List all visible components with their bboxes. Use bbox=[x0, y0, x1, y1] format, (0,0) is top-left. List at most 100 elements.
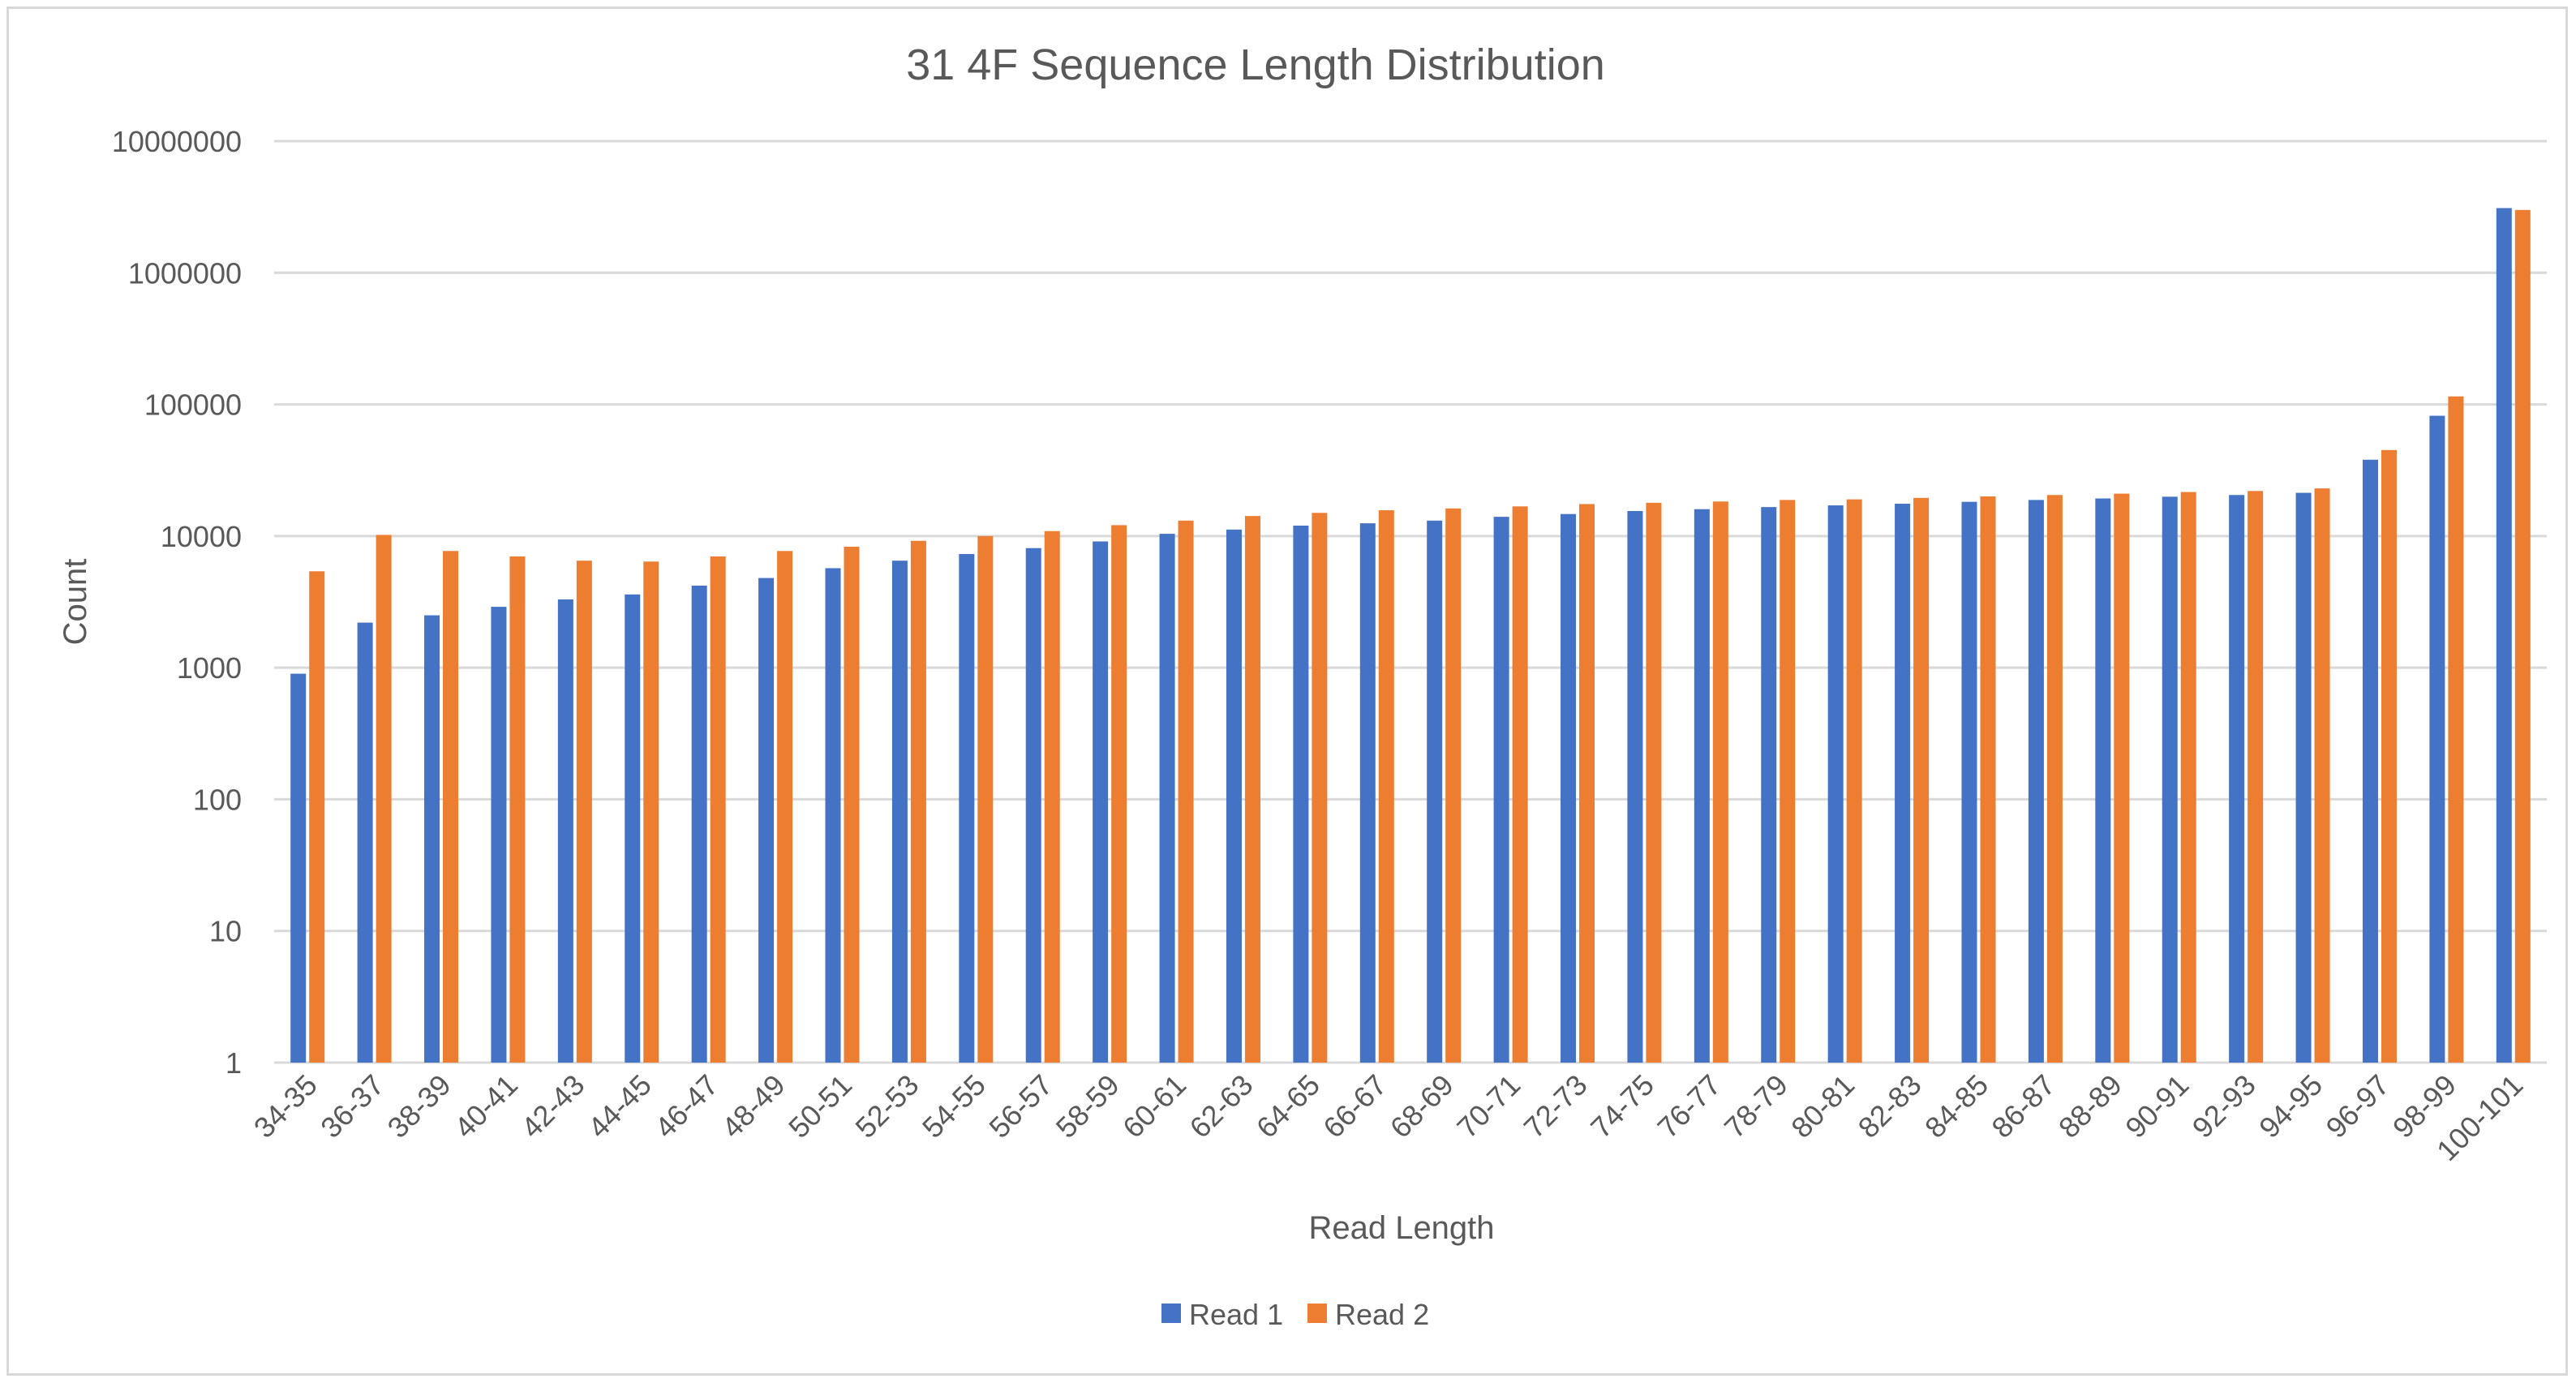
bar-read-1 bbox=[2295, 492, 2312, 1063]
bar-read-2 bbox=[2114, 493, 2130, 1063]
legend-label: Read 1 bbox=[1189, 1298, 1283, 1331]
bar-read-1 bbox=[625, 594, 641, 1063]
legend-label: Read 2 bbox=[1335, 1298, 1429, 1331]
x-tick-label: 38-39 bbox=[381, 1068, 457, 1145]
bar-read-2 bbox=[376, 535, 392, 1063]
bar-read-1 bbox=[891, 561, 908, 1063]
y-tick-label: 100 bbox=[193, 783, 242, 816]
bar-read-2 bbox=[1780, 500, 1796, 1063]
x-tick-label: 82-83 bbox=[1852, 1068, 1928, 1145]
bar-read-1 bbox=[758, 578, 775, 1063]
bar-read-1 bbox=[491, 607, 507, 1063]
x-tick-label: 64-65 bbox=[1250, 1068, 1326, 1145]
y-tick-label: 1000000 bbox=[128, 256, 242, 290]
bar-read-2 bbox=[1178, 520, 1194, 1063]
bar-read-2 bbox=[1712, 501, 1728, 1063]
bar-read-1 bbox=[959, 554, 975, 1063]
x-tick-label: 70-71 bbox=[1450, 1068, 1526, 1145]
x-tick-label: 86-87 bbox=[1985, 1068, 2061, 1145]
bar-read-1 bbox=[1427, 520, 1443, 1063]
bar-read-1 bbox=[357, 622, 373, 1063]
y-axis-ticks: 1 10 100 1000 10000 100000 1000000 10000000 bbox=[112, 125, 242, 1080]
bar-read-2 bbox=[844, 546, 860, 1063]
bar-read-1 bbox=[1093, 541, 1109, 1063]
x-tick-label: 52-53 bbox=[848, 1068, 925, 1145]
bar-read-2 bbox=[2448, 396, 2464, 1063]
bar-read-2 bbox=[1512, 506, 1528, 1063]
x-tick-label: 94-95 bbox=[2252, 1068, 2329, 1145]
bar-read-1 bbox=[424, 615, 440, 1063]
y-tick-label: 10000 bbox=[161, 520, 242, 553]
bar-read-1 bbox=[2496, 208, 2512, 1063]
bar-read-1 bbox=[2095, 498, 2111, 1063]
bar-read-2 bbox=[2381, 449, 2397, 1063]
bar-read-2 bbox=[1312, 513, 1328, 1063]
bar-read-2 bbox=[1378, 510, 1394, 1063]
bar-read-2 bbox=[777, 551, 793, 1063]
bar-read-1 bbox=[1226, 529, 1242, 1063]
bar-read-2 bbox=[443, 551, 459, 1063]
bar-read-1 bbox=[1025, 548, 1041, 1063]
x-tick-label: 40-41 bbox=[448, 1068, 524, 1145]
y-axis-title: Count bbox=[58, 559, 93, 646]
legend-swatch bbox=[1161, 1304, 1181, 1323]
bar-read-1 bbox=[1627, 510, 1643, 1063]
bar-read-1 bbox=[1359, 523, 1376, 1063]
x-tick-label: 90-91 bbox=[2119, 1068, 2195, 1145]
bar-read-2 bbox=[2046, 495, 2063, 1063]
bar-read-1 bbox=[2028, 500, 2044, 1063]
bar-read-2 bbox=[977, 535, 994, 1063]
bar-read-2 bbox=[1980, 496, 1996, 1063]
bar-read-2 bbox=[1846, 499, 1862, 1063]
bar-read-2 bbox=[576, 561, 592, 1063]
bar-read-1 bbox=[2429, 415, 2445, 1063]
bar-read-1 bbox=[557, 599, 573, 1063]
x-axis-ticks: 34-3536-3738-3940-4142-4344-4546-4748-49… bbox=[247, 1068, 2530, 1167]
x-tick-label: 72-73 bbox=[1518, 1068, 1594, 1145]
x-tick-label: 54-55 bbox=[916, 1068, 992, 1145]
y-tick-label: 1000 bbox=[177, 651, 242, 685]
y-tick-label: 1 bbox=[225, 1046, 242, 1080]
x-tick-label: 76-77 bbox=[1651, 1068, 1727, 1145]
bar-read-2 bbox=[2514, 209, 2531, 1063]
x-tick-label: 62-63 bbox=[1183, 1068, 1260, 1145]
x-tick-label: 48-49 bbox=[715, 1068, 792, 1145]
x-tick-label: 36-37 bbox=[314, 1068, 390, 1145]
bar-read-1 bbox=[1293, 526, 1309, 1063]
bar-read-2 bbox=[710, 556, 726, 1063]
chart-title: 31 4F Sequence Length Distribution bbox=[906, 41, 1605, 89]
bar-read-1 bbox=[290, 673, 307, 1063]
y-tick-label: 100000 bbox=[144, 389, 242, 422]
bar-read-2 bbox=[2314, 488, 2330, 1063]
bar-read-2 bbox=[910, 540, 926, 1063]
x-tick-label: 84-85 bbox=[1918, 1068, 1994, 1145]
bar-read-2 bbox=[309, 571, 325, 1063]
bar-read-1 bbox=[2162, 496, 2178, 1063]
bar-read-1 bbox=[2362, 459, 2378, 1063]
bar-read-1 bbox=[691, 585, 707, 1063]
bar-read-2 bbox=[1111, 525, 1127, 1063]
x-axis-title: Read Length bbox=[1308, 1210, 1494, 1246]
x-tick-label: 44-45 bbox=[582, 1068, 658, 1145]
bars bbox=[290, 208, 2531, 1063]
bar-read-2 bbox=[509, 556, 526, 1063]
bar-read-1 bbox=[1827, 505, 1844, 1063]
x-tick-label: 42-43 bbox=[514, 1068, 590, 1145]
bar-read-1 bbox=[1694, 509, 1710, 1063]
x-tick-label: 66-67 bbox=[1316, 1068, 1393, 1145]
x-tick-label: 80-81 bbox=[1784, 1068, 1861, 1145]
x-tick-label: 58-59 bbox=[1050, 1068, 1126, 1145]
bar-read-1 bbox=[1493, 517, 1509, 1063]
bar-read-2 bbox=[1913, 497, 1930, 1063]
x-tick-label: 96-97 bbox=[2320, 1068, 2396, 1145]
x-tick-label: 50-51 bbox=[782, 1068, 858, 1145]
bar-read-2 bbox=[2180, 492, 2196, 1063]
x-tick-label: 34-35 bbox=[247, 1068, 324, 1145]
x-tick-label: 88-89 bbox=[2052, 1068, 2128, 1145]
x-tick-label: 92-93 bbox=[2186, 1068, 2262, 1145]
bar-read-1 bbox=[1961, 501, 1977, 1063]
bar-read-1 bbox=[1159, 534, 1175, 1063]
bar-read-2 bbox=[1244, 516, 1260, 1063]
bar-read-2 bbox=[1445, 508, 1462, 1063]
